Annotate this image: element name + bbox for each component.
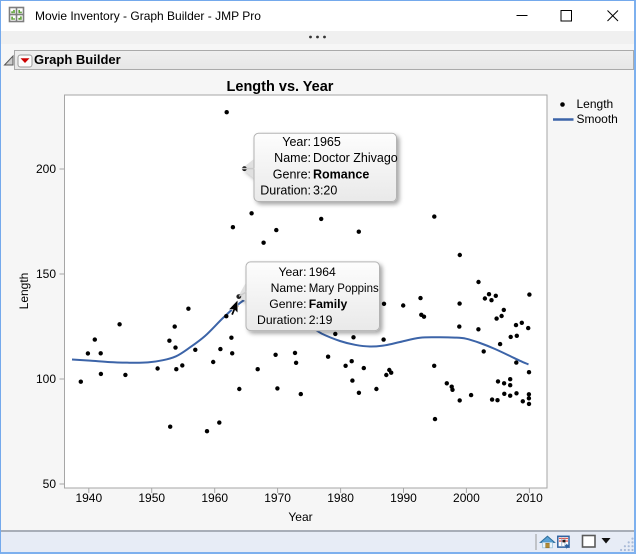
svg-text:Smooth: Smooth bbox=[577, 112, 618, 126]
svg-text:Length vs. Year: Length vs. Year bbox=[227, 79, 334, 95]
svg-text:150: 150 bbox=[36, 267, 56, 281]
svg-text:Year: Year bbox=[288, 510, 312, 524]
svg-text:50: 50 bbox=[43, 477, 57, 491]
svg-text:2:19: 2:19 bbox=[309, 313, 333, 327]
svg-text:1964: 1964 bbox=[309, 265, 336, 279]
svg-text:Length: Length bbox=[577, 97, 614, 111]
svg-text:1960: 1960 bbox=[201, 491, 228, 505]
svg-text:Year:: Year: bbox=[282, 135, 311, 149]
svg-text:2000: 2000 bbox=[453, 491, 480, 505]
svg-text:Year:: Year: bbox=[278, 265, 306, 279]
svg-text:Doctor Zhivago: Doctor Zhivago bbox=[313, 151, 398, 165]
svg-text:Duration:: Duration: bbox=[257, 313, 306, 327]
svg-text:Length: Length bbox=[17, 273, 31, 310]
svg-text:100: 100 bbox=[36, 372, 56, 386]
svg-text:Romance: Romance bbox=[313, 167, 369, 181]
svg-text:Mary Poppins: Mary Poppins bbox=[309, 281, 379, 295]
svg-text:1950: 1950 bbox=[138, 491, 165, 505]
svg-text:200: 200 bbox=[36, 162, 56, 176]
svg-text:1940: 1940 bbox=[75, 491, 102, 505]
svg-text:Genre:: Genre: bbox=[269, 297, 306, 311]
svg-text:1980: 1980 bbox=[327, 491, 354, 505]
svg-text:1965: 1965 bbox=[313, 135, 341, 149]
svg-text:Genre:: Genre: bbox=[273, 167, 311, 181]
svg-text:Duration:: Duration: bbox=[260, 183, 311, 197]
svg-text:Name:: Name: bbox=[274, 151, 311, 165]
svg-text:3:20: 3:20 bbox=[313, 183, 337, 197]
svg-text:2010: 2010 bbox=[516, 491, 543, 505]
svg-text:1990: 1990 bbox=[390, 491, 417, 505]
svg-text:Name:: Name: bbox=[271, 281, 307, 295]
svg-text:Family: Family bbox=[309, 297, 348, 311]
svg-text:1970: 1970 bbox=[264, 491, 291, 505]
